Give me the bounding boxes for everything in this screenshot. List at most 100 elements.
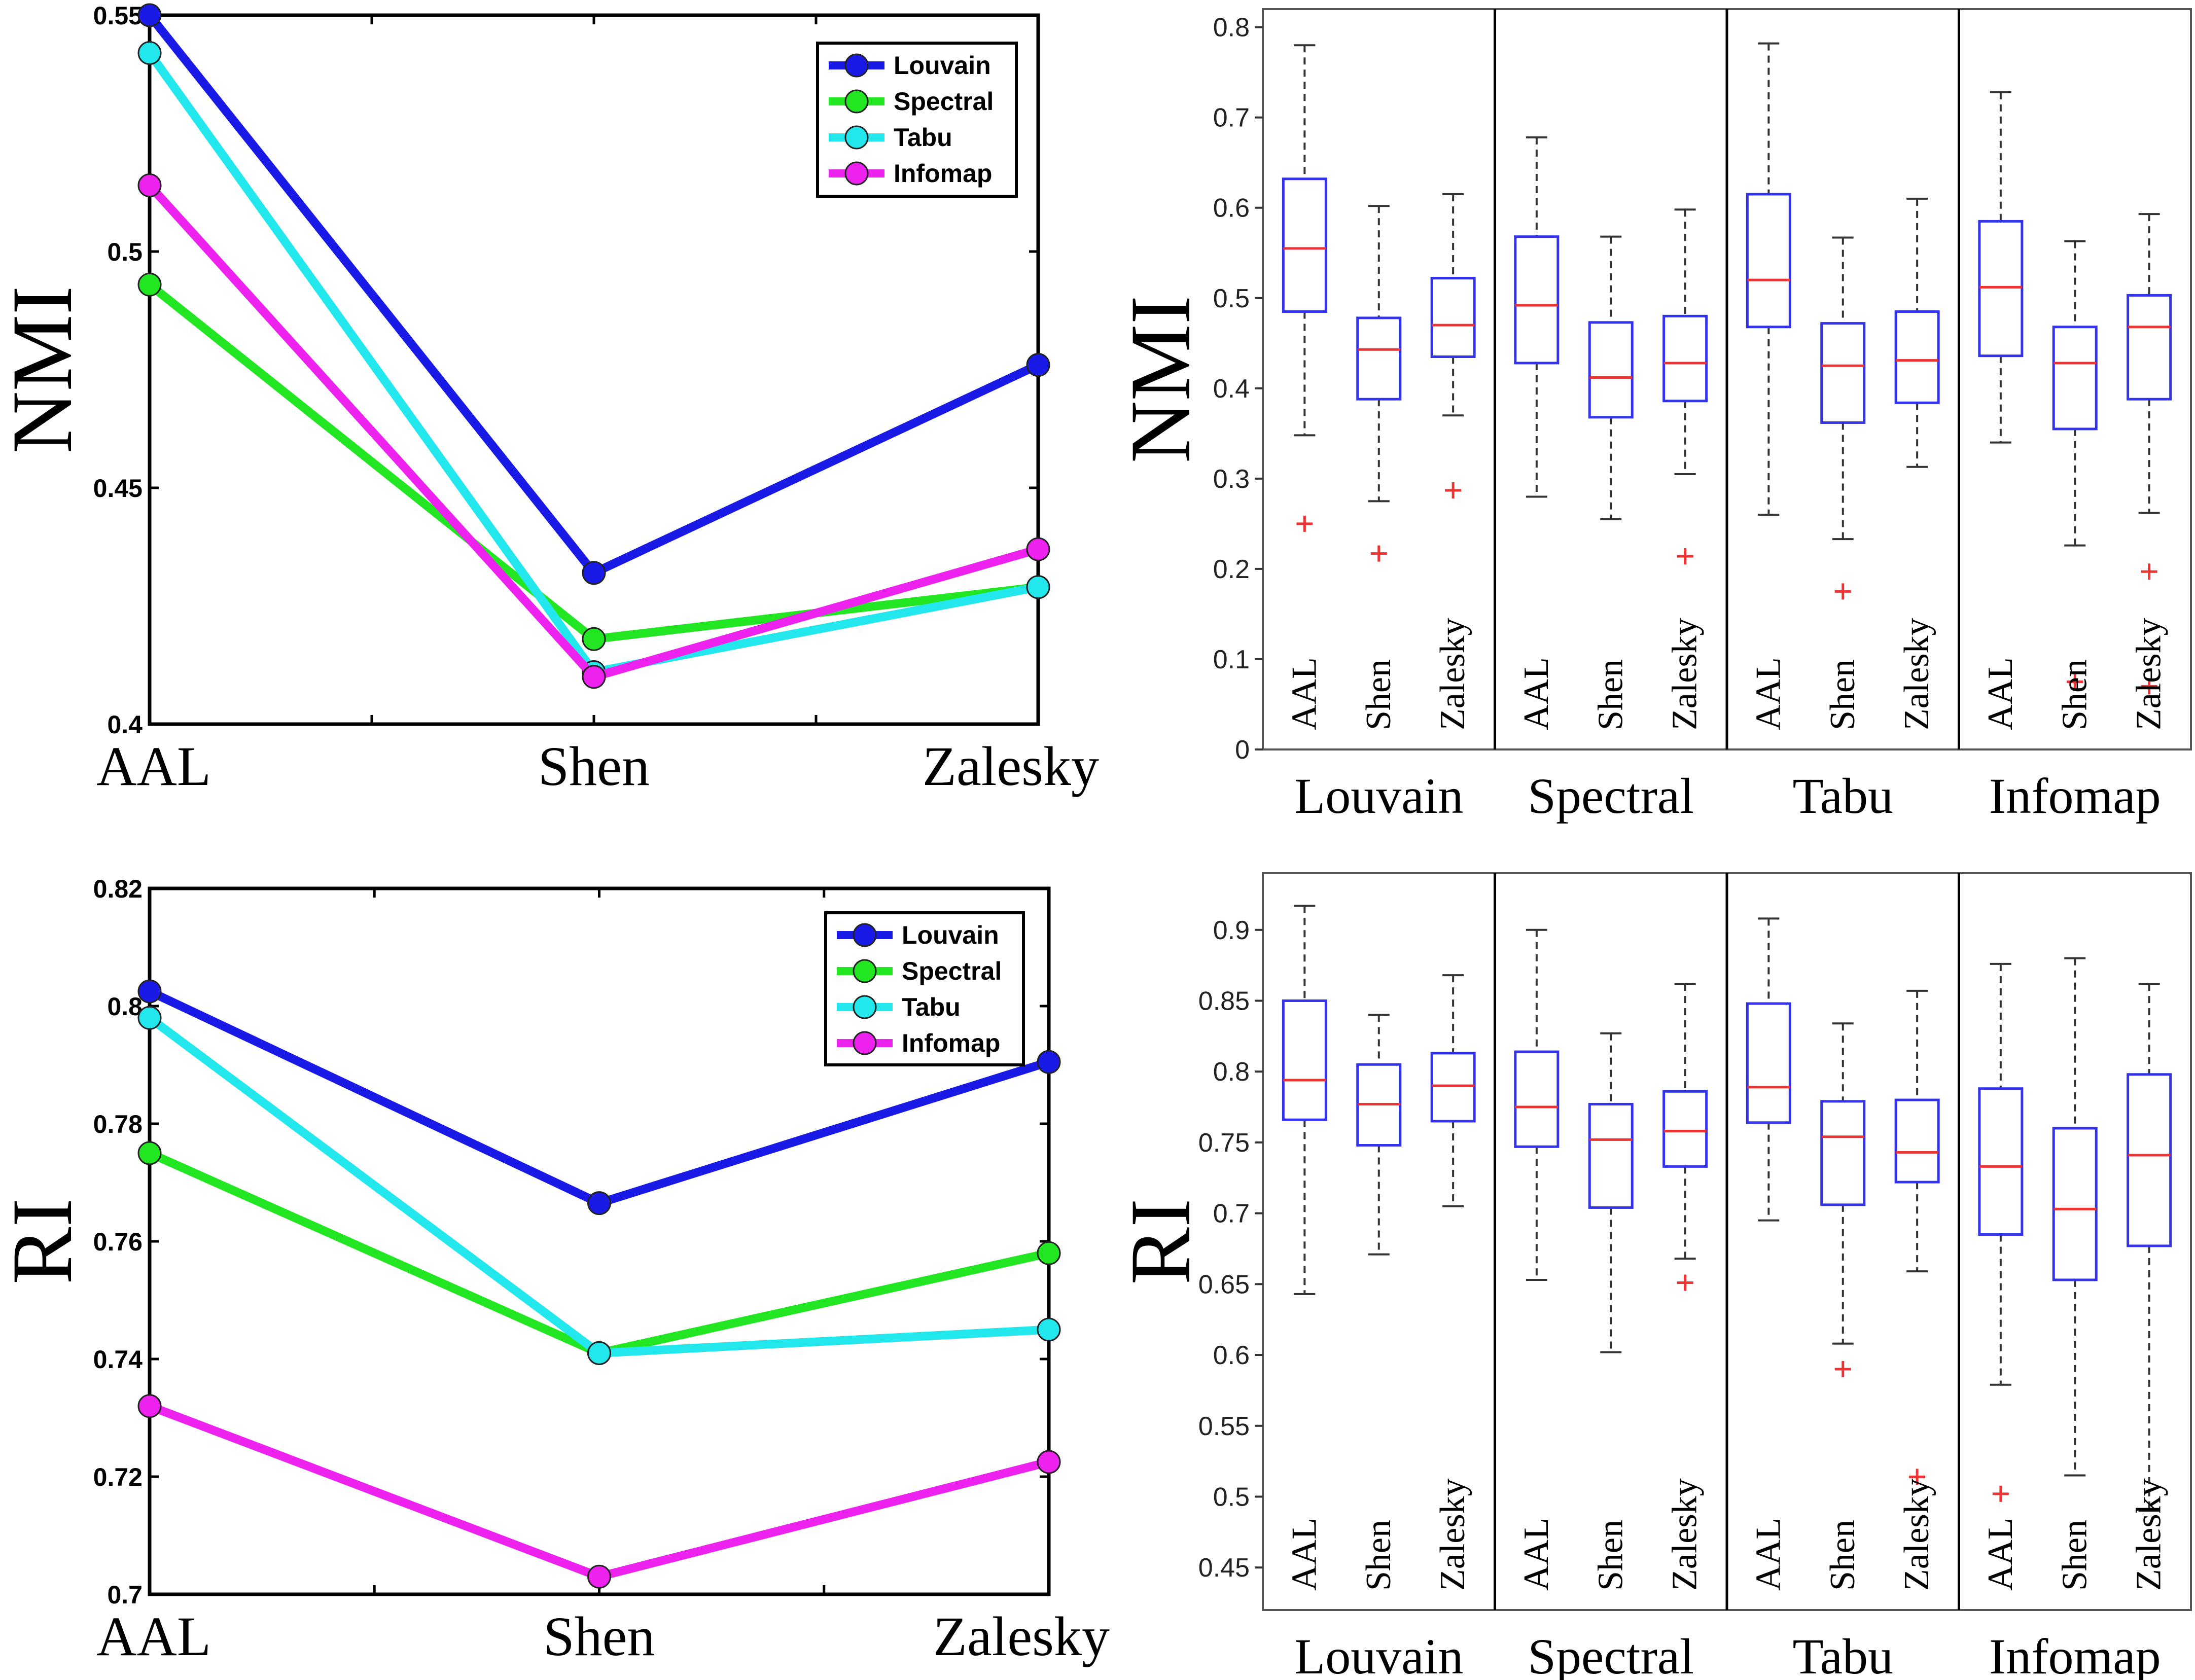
- box-infomap-zalesky: [2127, 294, 2172, 401]
- inner-label-spectral-shen: Shen: [1591, 1520, 1630, 1591]
- x-category-label: Shen: [544, 1605, 655, 1667]
- inner-label-infomap-zalesky: Zalesky: [2130, 1478, 2169, 1591]
- inner-label-tabu-zalesky: Zalesky: [1897, 618, 1936, 730]
- inner-label-infomap-shen: Shen: [2055, 1520, 2094, 1591]
- ri-box-plot: 0.45 0.5 0.55 0.6 0.65 0.7 0.75 0.8 0.85 0.9 RI Lou…: [1113, 872, 2192, 1680]
- y-tick-label: 0.8: [1213, 13, 1250, 43]
- inner-label-spectral-aal: AAL: [1517, 657, 1556, 730]
- box-spectral-zalesky: [1662, 1090, 1708, 1168]
- ri-line-chart: 0.7 0.72 0.74 0.76 0.78 0.8 0.82 AAL Shen Zalesky…: [0, 875, 1110, 1667]
- x-category-label: AAL: [96, 1605, 211, 1667]
- series-line-tabu: [147, 1014, 1049, 1357]
- y-tick-label: 0.76: [93, 1228, 143, 1256]
- legend-label-louvain: Louvain: [902, 921, 999, 949]
- data-point-tabu: [137, 41, 162, 65]
- legend-label-infomap: Infomap: [902, 1029, 1000, 1057]
- x-category-label: Shen: [538, 735, 650, 797]
- y-tick-label: 0.82: [93, 875, 143, 903]
- series-line-infomap: [148, 1402, 1050, 1581]
- outlier-tabu-shen: [1834, 1361, 1851, 1377]
- legend-marker-tabu: [853, 995, 877, 1019]
- outlier-tabu-zalesky: [1909, 1469, 1926, 1485]
- y-tick-label: 0.7: [1213, 103, 1250, 133]
- inner-label-tabu-shen: Shen: [1823, 1520, 1862, 1591]
- data-point-infomap: [587, 1564, 611, 1589]
- y-tick-label: 0.4: [107, 710, 143, 739]
- inner-label-louvain-shen: Shen: [1359, 659, 1398, 730]
- data-point-louvain: [587, 1191, 611, 1216]
- inner-label-spectral-shen: Shen: [1591, 659, 1630, 730]
- x-category-label: AAL: [96, 735, 211, 797]
- inner-label-tabu-shen: Shen: [1823, 659, 1862, 730]
- data-point-infomap: [1037, 1450, 1061, 1474]
- data-point-infomap: [582, 665, 606, 689]
- legend-marker-spectral: [844, 89, 869, 114]
- y-axis-label: RI: [1113, 1199, 1208, 1285]
- data-point-spectral: [1037, 1241, 1061, 1265]
- data-point-louvain: [137, 3, 162, 27]
- box-tabu-shen: [1820, 322, 1866, 424]
- group-label-louvain: Louvain: [1294, 1628, 1463, 1680]
- box-infomap-shen: [2052, 1127, 2098, 1281]
- box-spectral-aal: [1514, 235, 1560, 365]
- outlier-louvain-shen: [1370, 545, 1387, 562]
- y-tick-label: 0.7: [1213, 1199, 1250, 1229]
- box-infomap-zalesky: [2127, 1073, 2172, 1247]
- y-tick-label: 0.3: [1213, 464, 1250, 494]
- y-tick-label: 0.72: [93, 1463, 143, 1491]
- y-tick-label: 0.8: [1213, 1057, 1250, 1087]
- y-tick-label: 0.6: [1213, 194, 1250, 223]
- data-point-infomap: [1026, 537, 1050, 561]
- legend-marker-tabu: [844, 125, 869, 150]
- y-axis-label: RI: [0, 1198, 90, 1284]
- inner-label-infomap-shen: Shen: [2055, 659, 2094, 730]
- y-tick-label: 0.8: [107, 992, 143, 1021]
- group-label-infomap: Infomap: [1989, 1628, 2161, 1680]
- box-louvain-shen: [1356, 316, 1402, 401]
- box-spectral-zalesky: [1662, 314, 1708, 403]
- outlier-infomap-zalesky: [2141, 678, 2157, 695]
- data-point-louvain: [1026, 353, 1050, 377]
- group-label-tabu: Tabu: [1793, 768, 1894, 824]
- box-louvain-zalesky: [1430, 277, 1476, 358]
- box-spectral-shen: [1588, 1102, 1634, 1209]
- x-category-label: Zalesky: [933, 1605, 1110, 1667]
- inner-label-louvain-aal: AAL: [1285, 1518, 1324, 1591]
- inner-label-spectral-zalesky: Zalesky: [1666, 1478, 1705, 1591]
- data-point-tabu: [1037, 1317, 1061, 1342]
- outlier-tabu-shen: [1834, 583, 1851, 600]
- legend-label-spectral: Spectral: [894, 87, 994, 116]
- box-tabu-zalesky: [1894, 310, 1940, 404]
- group-label-infomap: Infomap: [1989, 768, 2161, 824]
- y-tick-label: 0.78: [93, 1110, 143, 1138]
- group-label-spectral: Spectral: [1528, 768, 1694, 824]
- y-tick-label: 0.75: [1198, 1128, 1250, 1158]
- nmi-line-chart: 0.4 0.45 0.5 0.55 AAL Shen Zalesky NMI Louvain Sp…: [0, 2, 1099, 797]
- inner-label-tabu-aal: AAL: [1749, 1518, 1788, 1591]
- box-tabu-shen: [1820, 1100, 1866, 1206]
- data-point-tabu: [587, 1341, 611, 1365]
- data-point-tabu: [137, 1006, 162, 1030]
- y-tick-label: 0.74: [93, 1345, 143, 1374]
- legend-marker-louvain: [853, 923, 877, 947]
- box-louvain-aal: [1282, 999, 1327, 1121]
- inner-label-infomap-aal: AAL: [1981, 657, 2020, 730]
- y-tick-label: 0.55: [1198, 1412, 1250, 1441]
- data-point-spectral: [137, 1141, 162, 1165]
- y-tick-label: 0.6: [1213, 1341, 1250, 1370]
- box-louvain-aal: [1282, 177, 1327, 313]
- data-point-spectral: [137, 272, 162, 297]
- y-axis-label: NMI: [0, 286, 90, 454]
- y-tick-label: 0: [1235, 735, 1250, 765]
- legend-marker-spectral: [853, 959, 877, 983]
- inner-label-infomap-aal: AAL: [1981, 1518, 2020, 1591]
- y-tick-label: 0.5: [107, 238, 143, 266]
- outlier-spectral-zalesky: [1677, 1274, 1693, 1291]
- inner-label-spectral-zalesky: Zalesky: [1666, 618, 1705, 730]
- outlier-infomap-zalesky: [2141, 563, 2157, 580]
- outlier-infomap-shen: [2067, 673, 2083, 690]
- x-category-label: Zalesky: [923, 735, 1099, 797]
- legend-marker-infomap: [844, 161, 869, 186]
- y-tick-label: 0.55: [93, 2, 143, 30]
